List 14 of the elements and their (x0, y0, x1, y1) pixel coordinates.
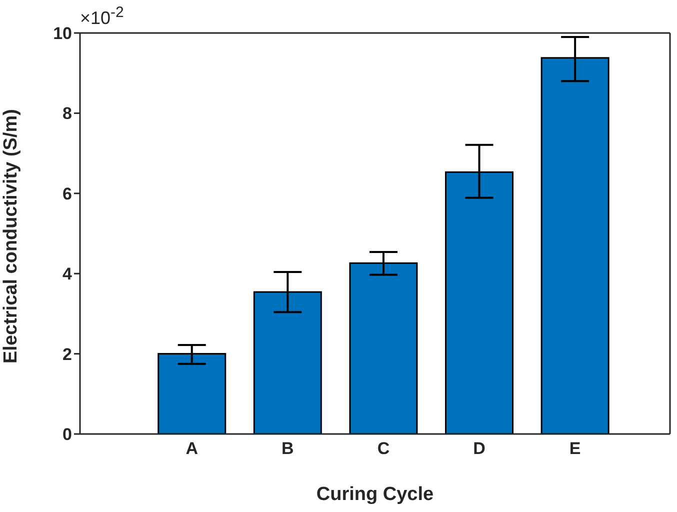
y-tick-label: 2 (62, 344, 72, 364)
y-tick-label: 6 (62, 184, 72, 204)
y-tick-label: 4 (62, 264, 73, 284)
y-tick-label: 0 (62, 425, 72, 444)
x-tick-label: D (473, 439, 486, 458)
x-tick-label: C (377, 439, 390, 458)
x-axis-title: Curing Cycle (316, 484, 434, 505)
x-tick-label: B (282, 439, 294, 458)
text: ×10$^{-2}$ (80, 4, 124, 29)
y-axis-title: Electrical conductivity (S/m) (0, 109, 22, 364)
y-tick-label: 8 (62, 104, 72, 124)
x-tick-label: A (186, 439, 198, 458)
y-tick-label: 10 (53, 24, 72, 44)
x-tick-label: E (569, 439, 581, 458)
